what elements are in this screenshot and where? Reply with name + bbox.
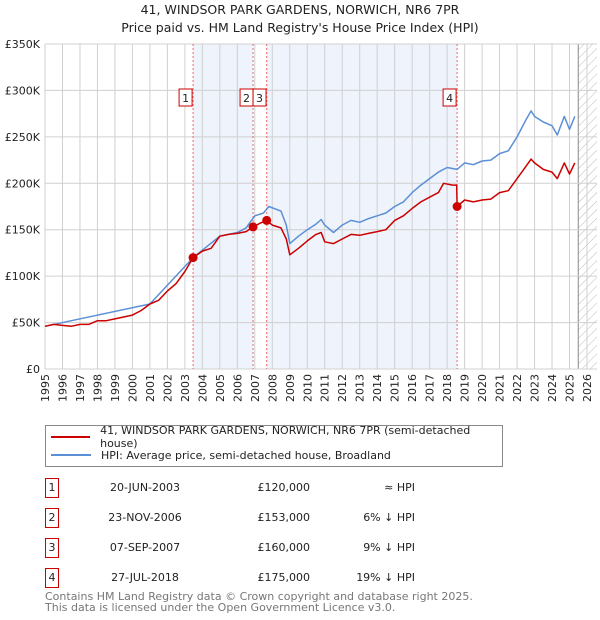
x-tick-label: 1996 — [56, 374, 69, 402]
sale-hpi-relation: 19% ↓ HPI — [356, 571, 415, 584]
legend-label: HPI: Average price, semi-detached house,… — [101, 448, 391, 462]
x-tick-label: 2011 — [319, 374, 332, 402]
sale-label-box — [252, 88, 267, 107]
x-tick-label: 2003 — [179, 374, 192, 402]
sale-date: 23-NOV-2006 — [108, 511, 182, 524]
x-tick-label: 1999 — [109, 374, 122, 402]
x-tick-label: 2026 — [581, 374, 594, 402]
x-tick-label: 2008 — [266, 374, 279, 402]
y-tick-label: £250K — [5, 131, 41, 144]
x-tick-label: 2010 — [301, 374, 314, 402]
x-tick-label: 2013 — [354, 374, 367, 402]
x-tick-label: 2025 — [564, 374, 577, 402]
x-tick-label: 2014 — [371, 374, 384, 402]
x-tick-label: 2004 — [196, 374, 209, 402]
y-tick-label: £150K — [5, 224, 41, 237]
sale-point — [188, 253, 198, 263]
legend-item-property: 41, WINDSOR PARK GARDENS, NORWICH, NR6 7… — [51, 424, 502, 450]
x-tick-label: 2005 — [214, 374, 227, 402]
x-tick-label: 2012 — [336, 374, 349, 402]
x-tick-label: 2006 — [231, 374, 244, 402]
x-tick-label: 2007 — [249, 374, 262, 402]
x-tick-label: 2009 — [284, 374, 297, 402]
legend-swatch-red — [51, 436, 91, 438]
sale-point — [262, 215, 272, 225]
x-tick-label: 2024 — [546, 374, 559, 402]
sale-date: 07-SEP-2007 — [109, 541, 181, 554]
series-line-property — [44, 158, 576, 328]
x-tick-label: 2000 — [126, 374, 139, 402]
sale-price: £153,000 — [257, 511, 311, 524]
x-tick-label: 2018 — [441, 374, 454, 402]
y-tick-label: £50K — [12, 317, 41, 330]
sale-marker-badge: 4 — [45, 568, 59, 588]
price-chart: 1995 1996 1997 1998 1999 2000 2001 2002 2003 2004… — [5, 38, 597, 402]
sale-hpi-relation: ≈ HPI — [384, 481, 415, 494]
footer-licence: This data is licensed under the Open Gov… — [45, 601, 396, 614]
sale-hpi-relation: 6% ↓ HPI — [363, 511, 415, 524]
x-tick-label: 2001 — [144, 374, 157, 402]
legend-item-hpi: HPI: Average price, semi-detached house,… — [51, 446, 391, 464]
sale-date: 20-JUN-2003 — [109, 481, 181, 494]
sale-point — [248, 222, 258, 232]
chart-subtitle: Price paid vs. HM Land Registry's House … — [121, 20, 479, 35]
sale-marker-badge: 3 — [45, 538, 59, 558]
x-tick-label: 2002 — [161, 374, 174, 402]
x-tick-label: 2019 — [459, 374, 472, 402]
sale-label-number: 4 — [446, 92, 453, 105]
y-tick-label: £350K — [5, 38, 41, 51]
x-tick-label: 1995 — [39, 374, 52, 402]
series-line-hpi — [44, 110, 576, 328]
footer-copyright: Contains HM Land Registry data © Crown c… — [45, 590, 473, 603]
shaded-ownership-period — [266, 44, 458, 369]
x-tick-label: 2021 — [494, 374, 507, 402]
x-tick-label: 1997 — [74, 374, 87, 402]
sale-date: 27-JUL-2018 — [111, 571, 179, 584]
x-tick-label: 2020 — [476, 374, 489, 402]
chart-title: 41, WINDSOR PARK GARDENS, NORWICH, NR6 7… — [140, 2, 460, 17]
y-tick-label: £0 — [26, 363, 40, 376]
sale-label-number: 2 — [243, 92, 250, 105]
y-tick-label: £200K — [5, 177, 41, 190]
sale-label-number: 3 — [256, 92, 263, 105]
sale-label-box — [178, 88, 193, 107]
sale-price: £160,000 — [257, 541, 311, 554]
x-tick-label: 2023 — [529, 374, 542, 402]
x-tick-label: 2022 — [511, 374, 524, 402]
sale-point — [452, 202, 462, 211]
forecast-hatch — [578, 44, 597, 369]
sale-label-box — [442, 88, 457, 107]
sale-label-number: 1 — [182, 92, 189, 105]
legend-swatch-blue — [51, 454, 91, 456]
sale-price: £120,000 — [257, 481, 311, 494]
x-tick-label: 2015 — [389, 374, 402, 402]
x-tick-label: 2017 — [424, 374, 437, 402]
sale-hpi-relation: 9% ↓ HPI — [363, 541, 415, 554]
y-tick-label: £300K — [5, 84, 41, 97]
legend-label: 41, WINDSOR PARK GARDENS, NORWICH, NR6 7… — [100, 424, 471, 450]
x-tick-label: 1998 — [91, 374, 104, 402]
sale-marker-badge: 1 — [45, 478, 59, 498]
sale-price: £175,000 — [257, 571, 311, 584]
y-tick-label: £100K — [5, 270, 41, 283]
legend: 41, WINDSOR PARK GARDENS, NORWICH, NR6 7… — [45, 424, 503, 467]
sale-marker-badge: 2 — [45, 508, 59, 528]
x-tick-label: 2016 — [406, 374, 419, 402]
